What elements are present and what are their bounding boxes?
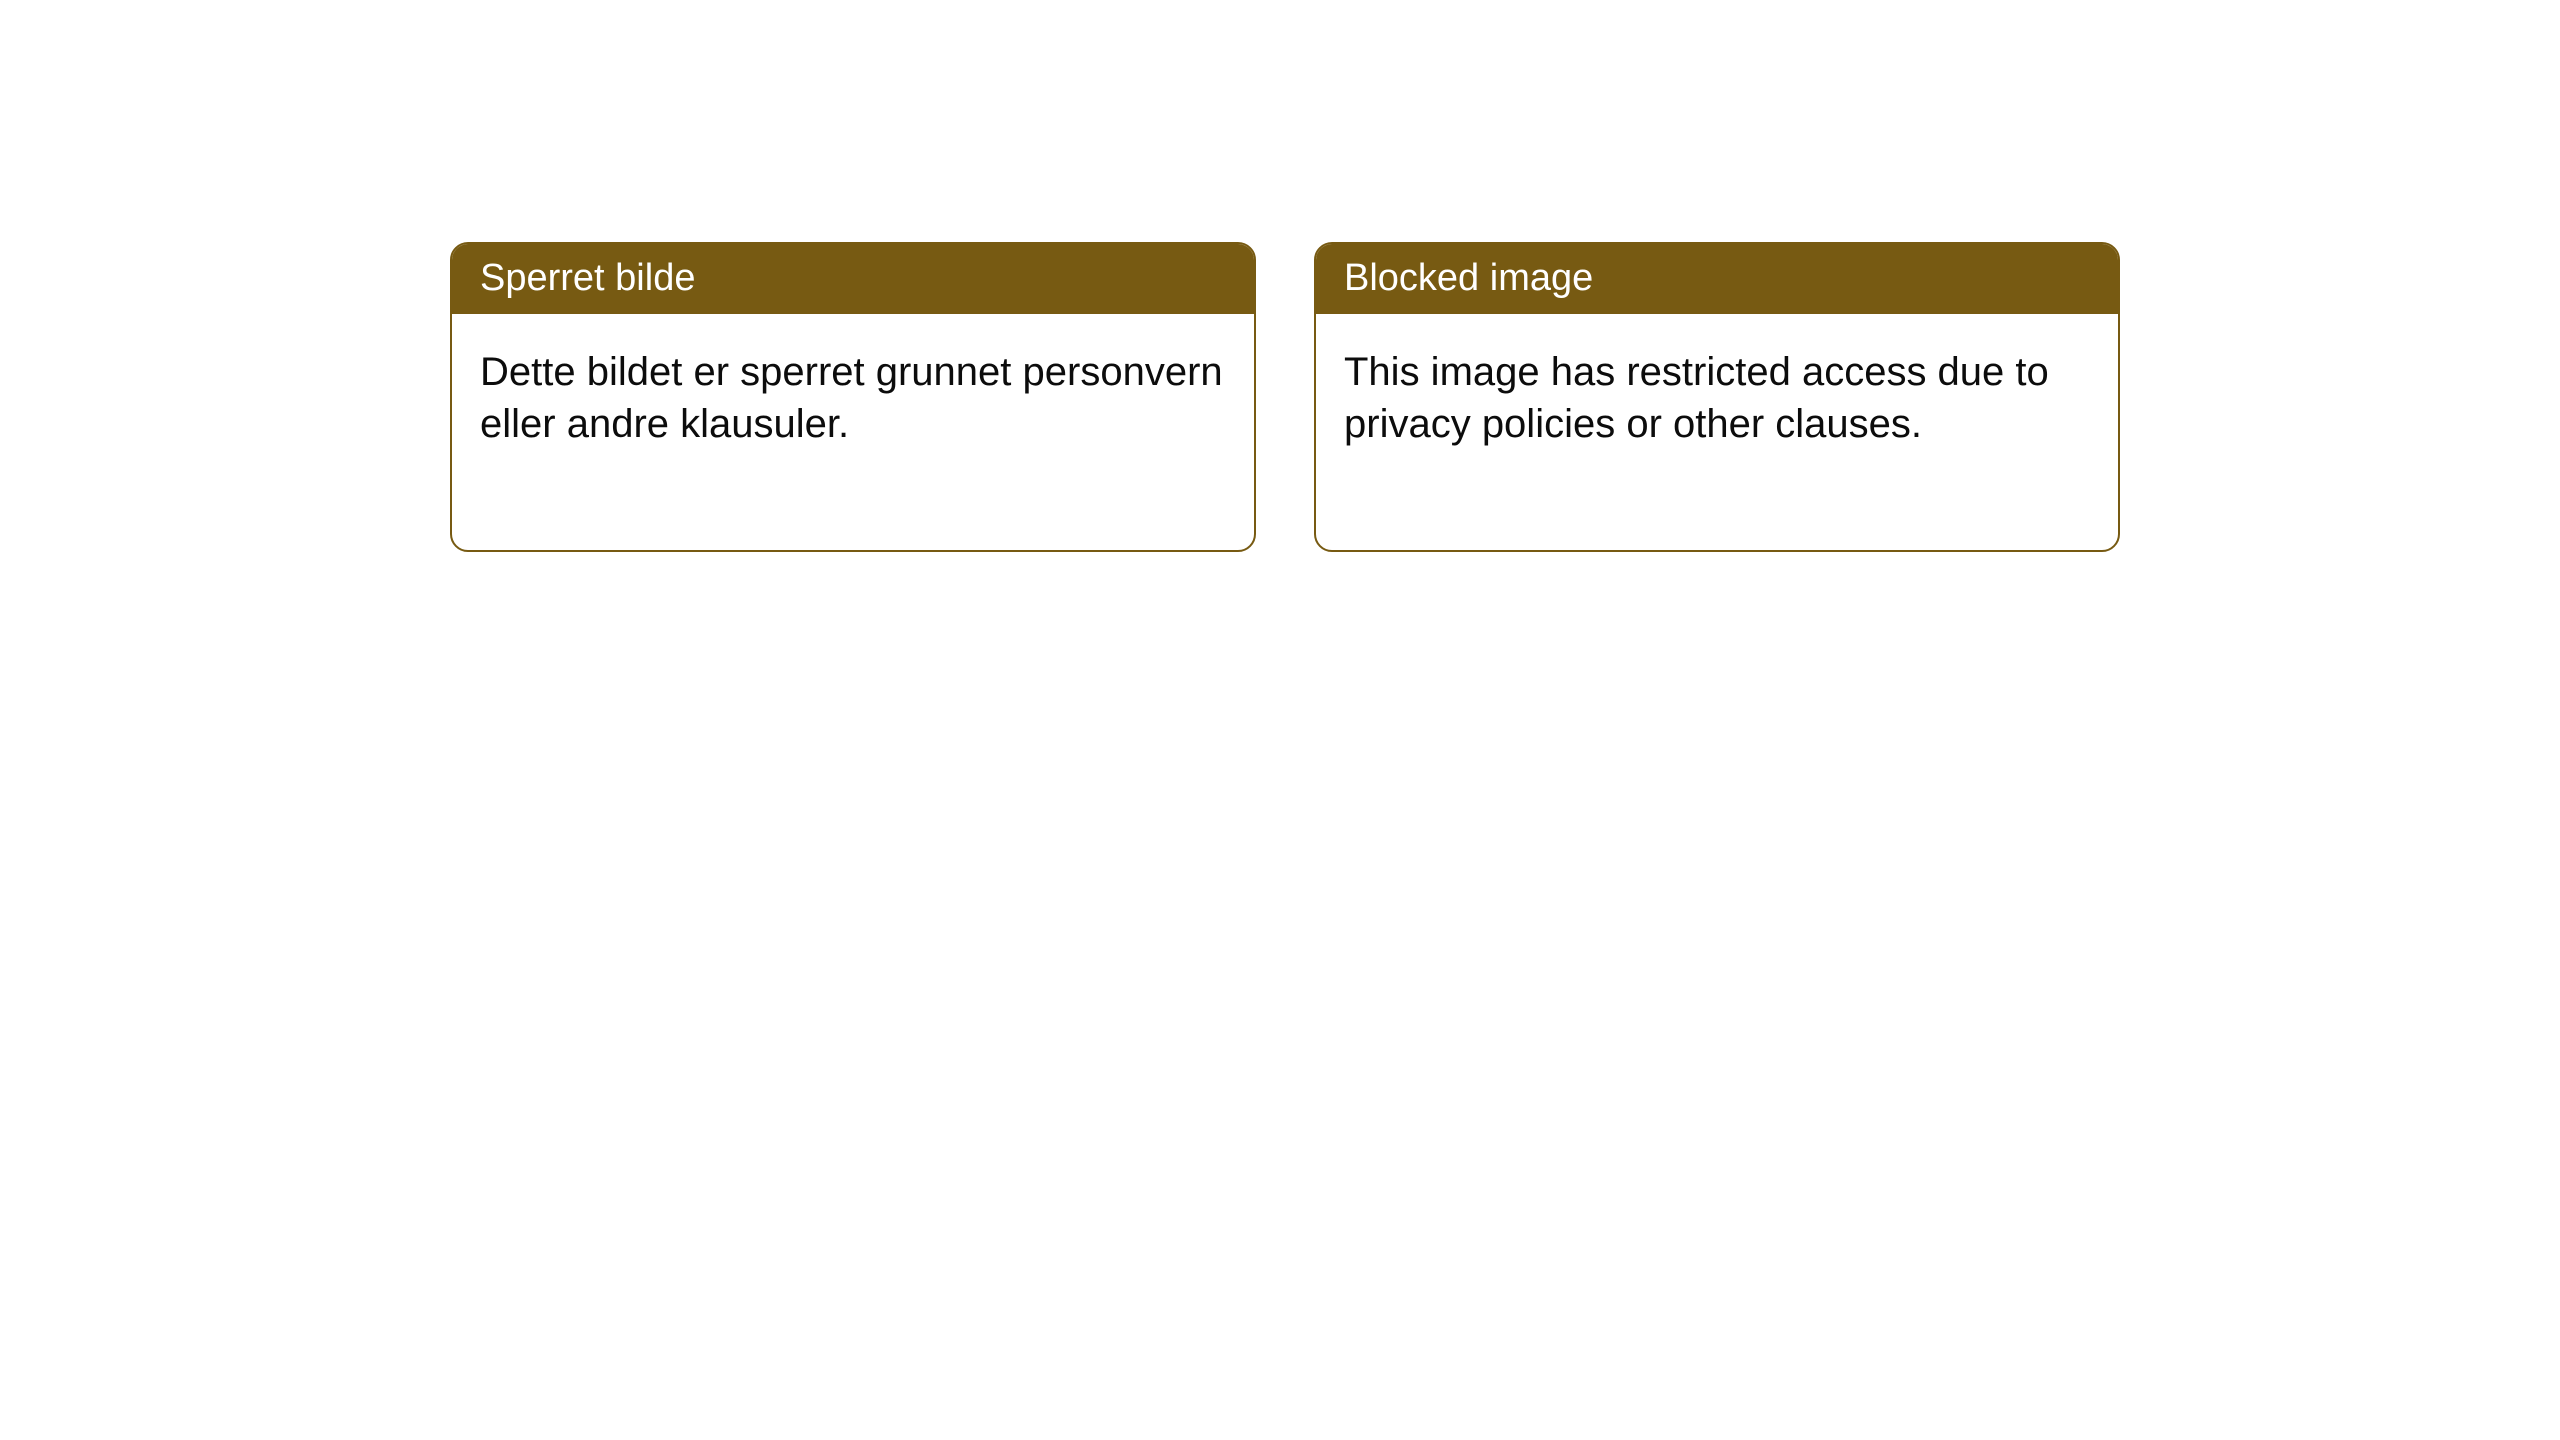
notice-header-english: Blocked image: [1316, 244, 2118, 314]
notice-body-english: This image has restricted access due to …: [1316, 314, 2118, 550]
notice-header-norwegian: Sperret bilde: [452, 244, 1254, 314]
notice-container: Sperret bilde Dette bildet er sperret gr…: [450, 242, 2120, 552]
notice-card-english: Blocked image This image has restricted …: [1314, 242, 2120, 552]
notice-body-norwegian: Dette bildet er sperret grunnet personve…: [452, 314, 1254, 550]
notice-card-norwegian: Sperret bilde Dette bildet er sperret gr…: [450, 242, 1256, 552]
